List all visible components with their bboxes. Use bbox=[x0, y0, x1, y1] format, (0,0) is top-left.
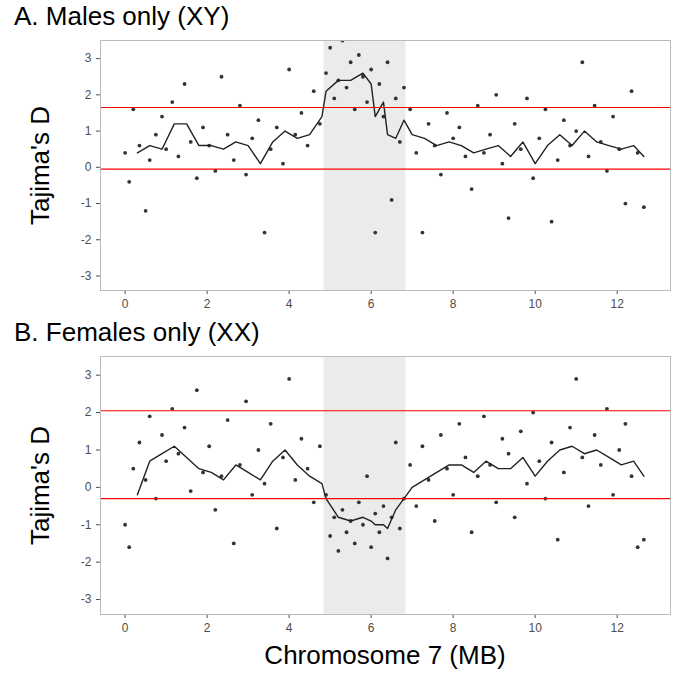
svg-text:-1: -1 bbox=[81, 196, 92, 210]
html-text:Tajima's D: Tajima's D bbox=[24, 425, 55, 545]
svg-text:10: 10 bbox=[528, 621, 542, 635]
svg-text:4: 4 bbox=[286, 621, 293, 635]
svg-text:-3: -3 bbox=[81, 592, 92, 606]
svg-text:4: 4 bbox=[286, 297, 293, 311]
svg-text:12: 12 bbox=[611, 297, 625, 311]
svg-text:3: 3 bbox=[85, 51, 92, 65]
svg-text:1: 1 bbox=[85, 124, 92, 138]
svg-text:0: 0 bbox=[85, 160, 92, 174]
svg-text:-3: -3 bbox=[81, 269, 92, 283]
svg-text:-2: -2 bbox=[81, 555, 92, 569]
svg-text:0: 0 bbox=[122, 297, 129, 311]
svg-text:-1: -1 bbox=[81, 518, 92, 532]
svg-text:8: 8 bbox=[450, 621, 457, 635]
svg-text:8: 8 bbox=[450, 297, 457, 311]
html-text:A. Males only (XY): A. Males only (XY) bbox=[14, 1, 230, 31]
html-text:Tajima's D: Tajima's D bbox=[24, 105, 55, 225]
html-text:B. Females only (XX): B. Females only (XX) bbox=[14, 317, 260, 347]
svg-text:2: 2 bbox=[204, 621, 211, 635]
svg-text:10: 10 bbox=[528, 297, 542, 311]
svg-text:1: 1 bbox=[85, 443, 92, 457]
svg-text:0: 0 bbox=[85, 480, 92, 494]
svg-text:2: 2 bbox=[204, 297, 211, 311]
svg-text:2: 2 bbox=[85, 405, 92, 419]
svg-text:3: 3 bbox=[85, 368, 92, 382]
svg-text:-2: -2 bbox=[81, 233, 92, 247]
html-text:Chromosome 7 (MB): Chromosome 7 (MB) bbox=[264, 640, 506, 670]
svg-text:6: 6 bbox=[368, 297, 375, 311]
svg-text:12: 12 bbox=[611, 621, 625, 635]
svg-text:0: 0 bbox=[122, 621, 129, 635]
svg-text:2: 2 bbox=[85, 88, 92, 102]
svg-text:6: 6 bbox=[368, 621, 375, 635]
